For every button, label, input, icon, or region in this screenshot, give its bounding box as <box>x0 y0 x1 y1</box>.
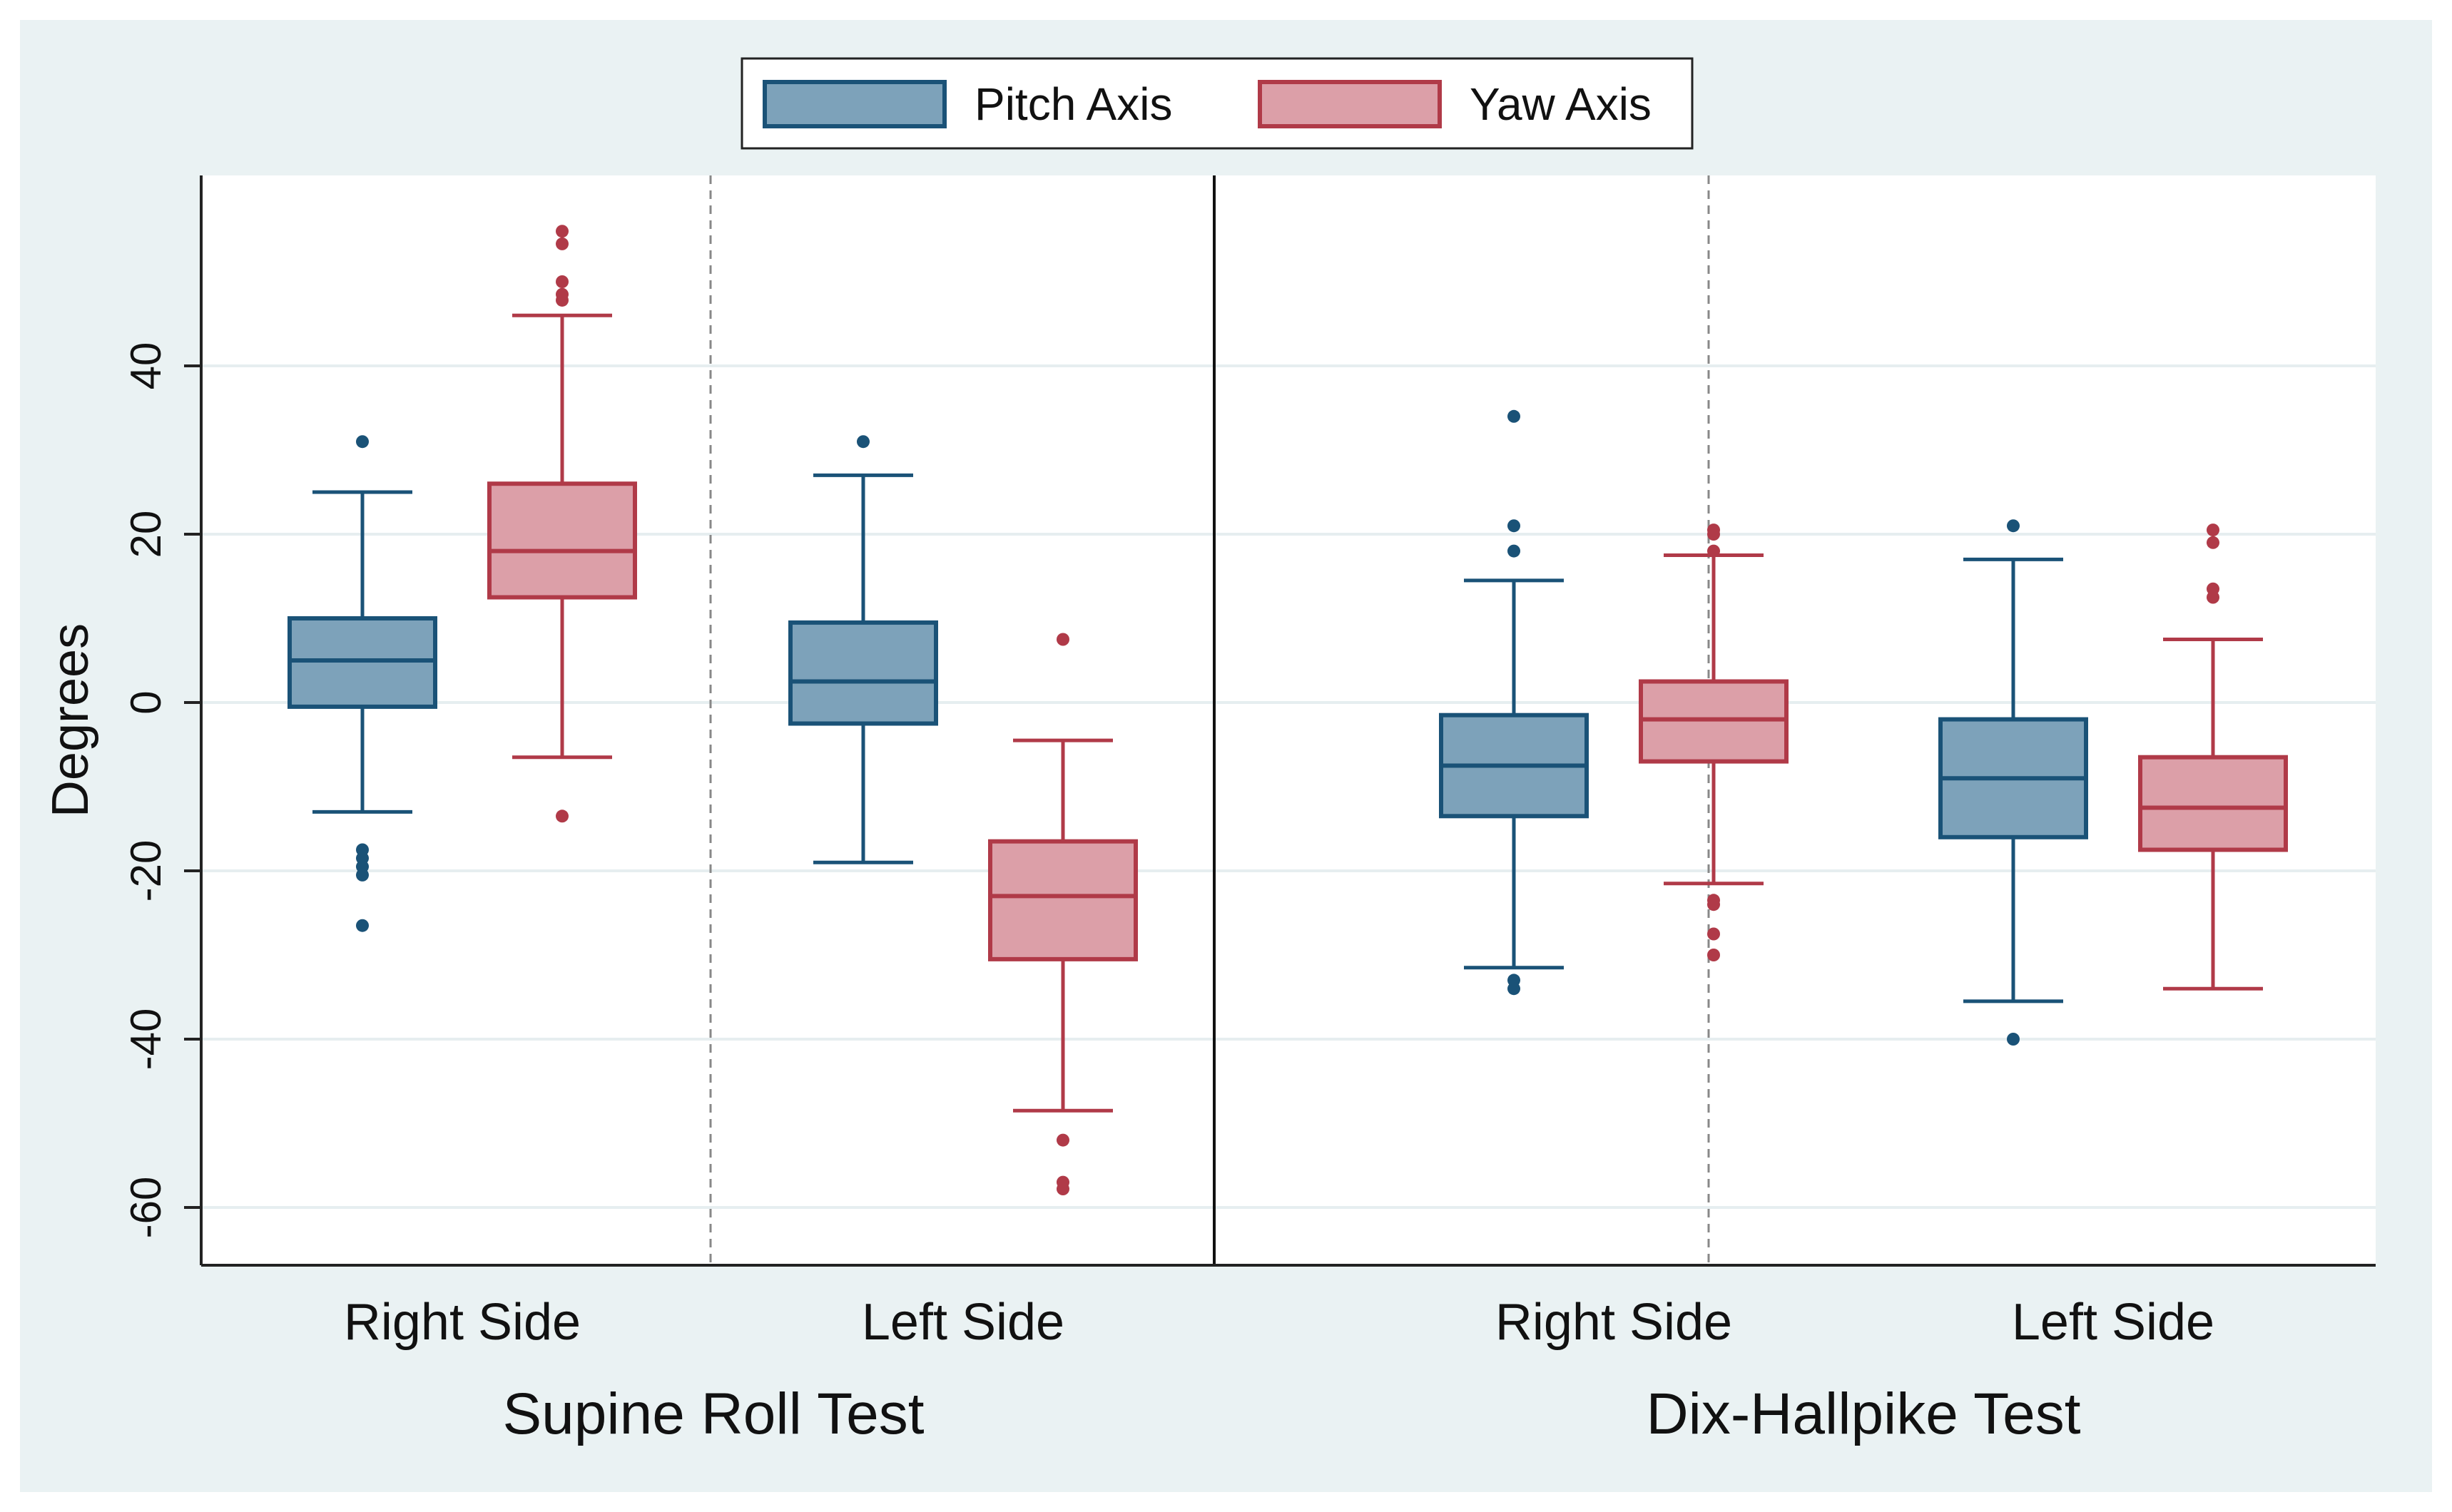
box-1-0-1-outlier-5 <box>1707 927 1720 941</box>
group-label-1-0: Right Side <box>1495 1294 1732 1351</box>
box-1-1-1-iqr-box <box>2138 755 2288 852</box>
box-1-0-0-outlier-1 <box>1507 519 1520 533</box>
box-0-1-1 <box>988 633 1138 1196</box>
box-1-0-1-outlier-4 <box>1707 898 1720 911</box>
box-1-1-1 <box>2138 523 2288 991</box>
box-0-0-1-outlier-0 <box>556 225 569 238</box>
box-1-0-1 <box>1639 523 1789 961</box>
box-0-0-0-outlier-5 <box>356 919 369 932</box>
box-1-1-1-outlier-1 <box>2207 536 2219 549</box>
y-tick-label-0: -60 <box>122 1177 170 1239</box>
box-0-1-0-iqr-box <box>788 620 938 726</box>
group-label-0-0: Right Side <box>344 1294 581 1351</box>
legend: Pitch Axis Yaw Axis <box>741 57 1694 150</box>
box-0-1-1-iqr-box <box>988 839 1138 961</box>
box-1-1-1-outlier-0 <box>2207 523 2219 537</box>
axes: -60 -40 -20 0 20 40 <box>122 175 2376 1267</box>
group-label-0-1: Left Side <box>862 1294 1064 1351</box>
box-0-0-1-iqr-box <box>487 481 637 600</box>
y-tick-label-2: -20 <box>122 840 170 902</box>
box-series <box>288 225 2288 1196</box>
box-0-1-1-outlier-1 <box>1057 1133 1069 1147</box>
box-1-1-1-outlier-3 <box>2207 591 2219 604</box>
y-axis-label: Degrees <box>42 623 99 817</box>
y-tick-label-4: 20 <box>122 511 170 558</box>
box-1-0-0-outlier-4 <box>1507 982 1520 996</box>
box-0-0-1-outlier-4 <box>556 293 569 307</box>
box-0-1-1-outlier-3 <box>1057 1182 1069 1196</box>
box-0-1-0-outlier-0 <box>857 435 870 449</box>
y-tick-label-5: 40 <box>122 342 170 390</box>
box-1-0-1-outlier-1 <box>1707 528 1720 541</box>
box-1-0-1-outlier-6 <box>1707 949 1720 961</box>
box-1-1-0 <box>1938 519 2088 1046</box>
panel-title-0: Supine Roll Test <box>502 1381 924 1446</box>
group-label-1-1: Left Side <box>2012 1294 2214 1351</box>
box-1-0-1-outlier-2 <box>1707 544 1720 558</box>
box-1-0-0 <box>1439 409 1589 996</box>
box-1-1-0-outlier-0 <box>2007 519 2020 533</box>
box-0-0-1 <box>487 225 637 823</box>
box-1-1-0-outlier-1 <box>2007 1033 2020 1046</box>
y-tick-label-3: 0 <box>122 690 170 714</box>
box-0-0-0 <box>288 435 437 932</box>
legend-label-1: Yaw Axis <box>1470 78 1652 130</box>
box-0-0-0-outlier-4 <box>356 868 369 882</box>
legend-swatch-1 <box>1258 80 1442 128</box>
y-tick-label-1: -40 <box>122 1008 170 1071</box>
box-0-0-0-outlier-0 <box>356 435 369 449</box>
box-0-0-1-outlier-5 <box>556 809 569 823</box>
panel-title-1: Dix-Hallpike Test <box>1646 1381 2080 1446</box>
box-1-0-0-outlier-2 <box>1507 544 1520 558</box>
box-1-0-0-outlier-0 <box>1507 409 1520 423</box>
box-0-0-1-outlier-1 <box>556 237 569 250</box>
box-0-1-0 <box>788 435 938 864</box>
box-0-1-1-outlier-0 <box>1057 633 1069 646</box>
legend-label-0: Pitch Axis <box>975 78 1172 130</box>
legend-swatch-0 <box>763 80 947 128</box>
box-0-0-1-outlier-2 <box>556 275 569 288</box>
category-labels: Right Side Left Side Supine Roll Test Right… <box>344 1294 2214 1446</box>
